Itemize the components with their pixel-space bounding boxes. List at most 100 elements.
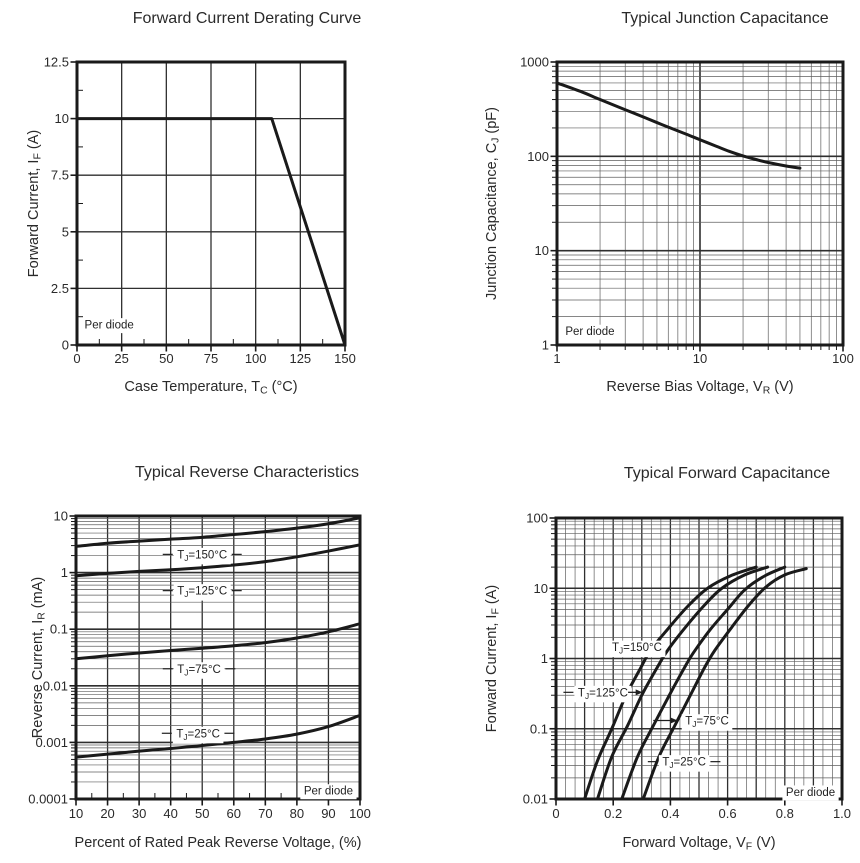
svg-text:10: 10 <box>535 243 549 258</box>
svg-text:1.0: 1.0 <box>833 806 851 821</box>
svg-text:Forward Voltage, VF (V): Forward Voltage, VF (V) <box>622 835 775 853</box>
svg-text:90: 90 <box>321 806 335 821</box>
tick-labels: 10 20 30 40 50 60 70 80 90 100 10 1 0.1 0.01 0.001 0.00… <box>28 509 371 822</box>
curve-label: TJ=25°C <box>647 755 721 772</box>
svg-text:60: 60 <box>227 806 241 821</box>
svg-text:1: 1 <box>553 351 560 366</box>
svg-text:0.6: 0.6 <box>719 806 737 821</box>
svg-text:Junction Capacitance, CJ (pF): Junction Capacitance, CJ (pF) <box>484 107 502 300</box>
svg-text:20: 20 <box>100 806 114 821</box>
curve-tj-125 <box>74 543 362 578</box>
svg-text:70: 70 <box>258 806 272 821</box>
axis-labels: Forward Voltage, VF (V) Forward Current, … <box>484 585 776 853</box>
curve-tj-150 <box>74 516 362 548</box>
svg-text:10: 10 <box>693 351 707 366</box>
svg-text:50: 50 <box>159 351 173 366</box>
svg-text:1: 1 <box>542 338 549 353</box>
curve-label: TJ=125°C <box>563 685 643 703</box>
tick-labels: 0 25 50 75 100 125 150 0 2.5 5 7.5 10 12.5 <box>44 55 356 367</box>
chart-title: Typical Reverse Characteristics <box>134 464 360 481</box>
svg-text:Forward Current, IF (A): Forward Current, IF (A) <box>26 130 44 277</box>
chart-typical-junction-capacitance: Typical Junction Capacitance Per diode 1 1… <box>430 0 860 430</box>
axis-labels: Case Temperature, TC (°C) Forward Current… <box>26 130 298 397</box>
svg-text:50: 50 <box>195 806 209 821</box>
svg-text:Reverse Current, IR (mA): Reverse Current, IR (mA) <box>30 577 48 738</box>
svg-text:2.5: 2.5 <box>51 281 69 296</box>
note-per-diode: Per diode <box>782 785 839 801</box>
chart-forward-current-derating: Forward Current Derating Curve Per diode… <box>0 0 430 430</box>
svg-text:0.4: 0.4 <box>661 806 679 821</box>
gridlines <box>556 518 842 799</box>
svg-text:150: 150 <box>334 351 356 366</box>
svg-text:100: 100 <box>527 149 549 164</box>
svg-text:Reverse Bias Voltage, VR (V): Reverse Bias Voltage, VR (V) <box>606 379 793 397</box>
svg-text:100: 100 <box>526 511 548 526</box>
svg-text:0.0001: 0.0001 <box>28 792 68 807</box>
axes <box>70 60 347 352</box>
svg-text:TJ=150°C: TJ=150°C <box>612 642 662 656</box>
svg-text:10: 10 <box>55 111 69 126</box>
svg-text:TJ=25°C: TJ=25°C <box>662 757 706 771</box>
svg-text:0: 0 <box>73 351 80 366</box>
plot-border <box>554 516 844 801</box>
curve-tj-75 <box>74 622 362 661</box>
tick-labels: 1 10 100 1 10 100 1000 <box>520 55 854 367</box>
svg-text:125: 125 <box>289 351 311 366</box>
plot-border <box>75 60 347 347</box>
svg-text:TJ=150°C: TJ=150°C <box>177 549 227 563</box>
chart-title: Typical Forward Capacitance <box>623 465 831 482</box>
curve-cj-curve <box>555 81 802 170</box>
series <box>74 516 362 759</box>
svg-text:0.1: 0.1 <box>50 622 68 637</box>
svg-text:Percent of Rated Peak Reverse: Percent of Rated Peak Reverse Voltage, (… <box>75 835 362 851</box>
forward-capacitance-canvas: TJ=150°C TJ=125°C TJ=75°C TJ=25°C Per diode 0… <box>484 511 851 853</box>
arrowhead-icon <box>670 717 678 724</box>
svg-text:10: 10 <box>54 509 68 524</box>
junction-capacitance-canvas: Per diode 1 10 100 1 10 100 1000 Reverse Bias Vo… <box>484 55 854 397</box>
svg-text:0: 0 <box>62 338 69 353</box>
svg-text:1000: 1000 <box>520 55 549 70</box>
svg-text:TJ=75°C: TJ=75°C <box>685 716 729 730</box>
curve-tj-125 <box>595 565 770 801</box>
gridlines <box>557 62 843 345</box>
svg-text:100: 100 <box>349 806 371 821</box>
svg-text:0.8: 0.8 <box>776 806 794 821</box>
svg-text:40: 40 <box>163 806 177 821</box>
svg-text:TJ=125°C: TJ=125°C <box>177 586 227 600</box>
svg-text:0.01: 0.01 <box>523 792 548 807</box>
svg-text:TJ=25°C: TJ=25°C <box>176 728 220 742</box>
svg-text:30: 30 <box>132 806 146 821</box>
curve-label: TJ=75°C <box>162 662 236 679</box>
curve-label: TJ=150°C <box>162 547 242 565</box>
svg-text:80: 80 <box>290 806 304 821</box>
svg-text:75: 75 <box>204 351 218 366</box>
curve-derating-line <box>75 117 347 347</box>
svg-text:0.2: 0.2 <box>604 806 622 821</box>
annotations: TJ=150°C TJ=125°C TJ=75°C TJ=25°C Per diode <box>161 547 357 800</box>
svg-text:TJ=75°C: TJ=75°C <box>177 664 221 678</box>
reverse-characteristics-canvas: TJ=150°C TJ=125°C TJ=75°C TJ=25°C Per diode 1… <box>28 509 371 852</box>
chart-typical-forward-capacitance: Typical Forward Capacitance TJ=150°C TJ=1… <box>430 430 860 863</box>
curve-label: TJ=25°C <box>161 726 235 744</box>
plot-border <box>74 514 362 801</box>
svg-text:0: 0 <box>552 806 559 821</box>
arrowhead-icon <box>635 689 643 696</box>
svg-text:100: 100 <box>832 351 854 366</box>
axes <box>549 516 844 806</box>
axis-labels: Percent of Rated Peak Reverse Voltage, (… <box>30 577 361 851</box>
note-per-diode: Per diode <box>561 324 619 340</box>
curve-tj-25 <box>641 567 808 801</box>
svg-text:Case Temperature, TC (°C): Case Temperature, TC (°C) <box>124 379 297 397</box>
curve-label: TJ=125°C <box>162 584 242 601</box>
svg-text:1: 1 <box>61 565 68 580</box>
svg-text:Per diode: Per diode <box>304 786 353 798</box>
annotations: TJ=150°C TJ=125°C TJ=75°C TJ=25°C Per diode <box>563 640 839 801</box>
chart-title: Forward Current Derating Curve <box>132 10 362 27</box>
curve-label: TJ=150°C <box>608 640 666 658</box>
svg-text:0.1: 0.1 <box>530 721 548 736</box>
series <box>75 117 347 347</box>
svg-text:Per diode: Per diode <box>786 787 835 799</box>
svg-text:100: 100 <box>245 351 267 366</box>
chart-typical-reverse-characteristics: Typical Reverse Characteristics TJ=150°C… <box>0 430 430 863</box>
